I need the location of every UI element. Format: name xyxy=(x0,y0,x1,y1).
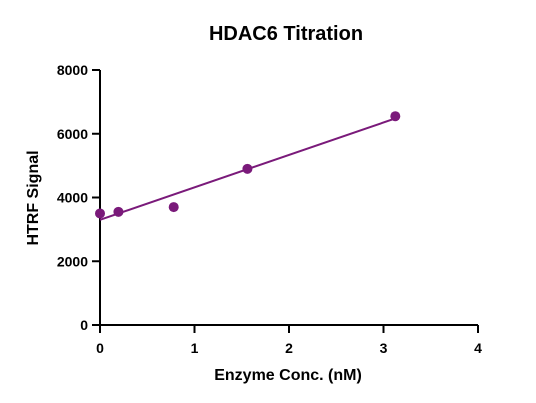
x-axis-label: Enzyme Conc. (nM) xyxy=(214,367,362,384)
x-tick-label: 3 xyxy=(380,340,388,356)
y-tick-label: 4000 xyxy=(57,190,88,206)
x-tick-label: 2 xyxy=(285,340,293,356)
y-tick-label: 0 xyxy=(80,317,88,333)
data-point xyxy=(168,202,179,213)
data-point xyxy=(390,111,401,122)
data-points xyxy=(95,111,401,219)
x-ticks: 0 1 2 3 4 xyxy=(96,325,482,356)
x-tick-label: 0 xyxy=(96,340,104,356)
y-tick-label: 8000 xyxy=(57,62,88,78)
x-tick-label: 4 xyxy=(474,340,482,356)
data-point xyxy=(113,206,124,217)
data-point xyxy=(95,208,105,219)
chart-title: HDAC6 Titration xyxy=(209,23,363,45)
y-tick-label: 2000 xyxy=(57,253,88,269)
y-ticks: 0 2000 4000 6000 8000 xyxy=(57,62,100,333)
x-tick-label: 1 xyxy=(191,340,199,356)
y-tick-label: 6000 xyxy=(57,126,88,142)
data-point xyxy=(242,163,253,174)
y-axis-label: HTRF Signal xyxy=(25,150,42,245)
